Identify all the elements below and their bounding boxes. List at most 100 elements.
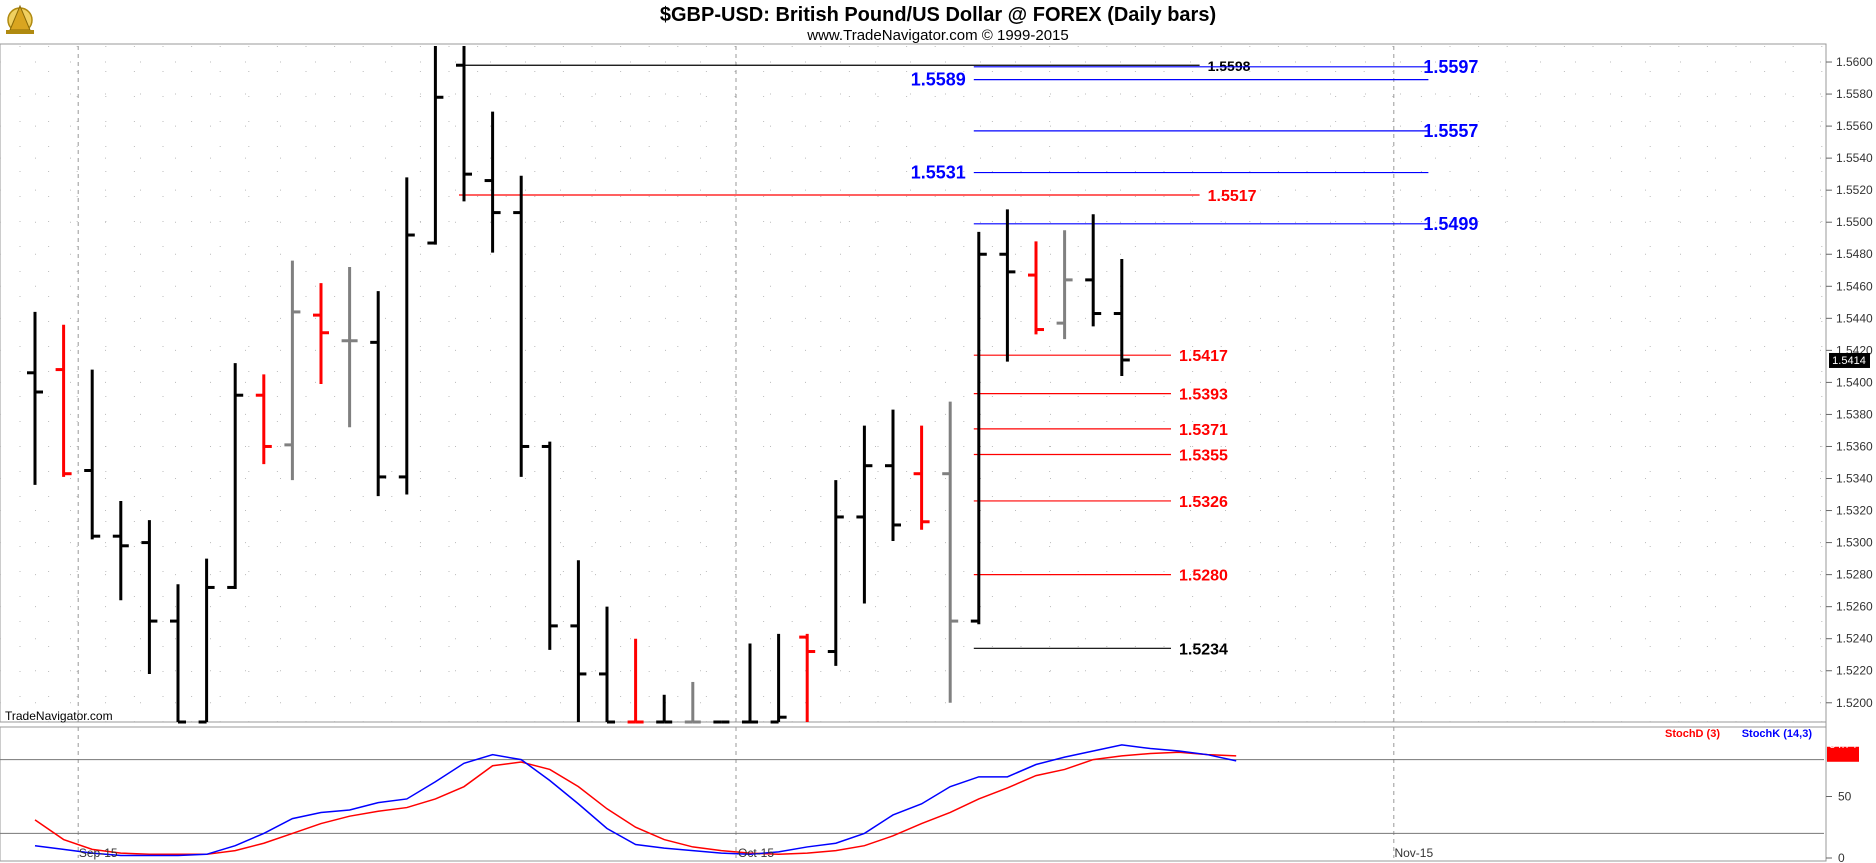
ohlc-bar	[1085, 214, 1102, 327]
price-tick-label: 1.5480	[1836, 247, 1873, 261]
ohlc-bar	[913, 425, 930, 530]
ohlc-bar	[112, 500, 129, 601]
ohlc-bar	[456, 46, 472, 202]
ohlc-bar	[1028, 241, 1044, 335]
stoch-legend: StochD (3) StochK (14,3)	[1665, 728, 1812, 740]
ohlc-bar	[170, 584, 186, 724]
stoch-tick-label: 0	[1838, 851, 1845, 863]
ohlc-bar	[284, 260, 301, 481]
chart-title: $GBP-USD: British Pound/US Dollar @ FORE…	[660, 4, 1216, 26]
price-tick-label: 1.5340	[1836, 472, 1873, 486]
level-label: 1.5393	[1179, 387, 1228, 404]
stoch-series-line	[34, 744, 1237, 857]
ohlc-bar	[541, 441, 558, 650]
ohlc-bar	[84, 369, 101, 540]
watermark: TradeNavigator.com	[5, 709, 113, 723]
ohlc-bar	[856, 425, 873, 604]
legend-stochk: StochK (14,3)	[1742, 728, 1813, 740]
ohlc-bar	[999, 209, 1016, 362]
price-tick-label: 1.5580	[1836, 87, 1873, 101]
ohlc-bar	[227, 363, 244, 590]
level-label: 1.5557	[1423, 121, 1478, 141]
ohlc-bar	[570, 560, 587, 722]
price-tick-label: 1.5380	[1836, 407, 1873, 421]
ohlc-bar	[427, 46, 444, 245]
level-label: 1.5326	[1179, 494, 1228, 511]
ohlc-bar	[313, 283, 329, 384]
price-tick-label: 1.5540	[1836, 151, 1873, 165]
ohlc-bar	[799, 633, 816, 722]
ohlc-bar	[627, 638, 644, 724]
ohlc-bar	[341, 267, 358, 428]
price-axis: 1.5600 1.5580 1.5560 1.5540 1.5520 1.5500 1.54…	[1826, 55, 1873, 710]
price-tick-label: 1.5360	[1836, 439, 1873, 453]
ohlc-bar	[484, 111, 501, 253]
ohlc-bar	[398, 177, 415, 495]
price-bars	[27, 46, 1130, 724]
legend-stochd: StochD (3)	[1665, 728, 1720, 740]
x-tick-label: Oct-15	[738, 846, 774, 860]
ohlc-bar	[742, 643, 758, 724]
ohlc-bar	[885, 409, 901, 541]
stoch-panel-frame	[0, 726, 1827, 862]
level-label: 1.5417	[1179, 348, 1228, 365]
last-price-badge: 1.5414	[1829, 352, 1870, 368]
ohlc-bar	[370, 291, 387, 497]
price-tick-label: 1.5300	[1836, 536, 1873, 550]
level-label: 1.5597	[1423, 57, 1478, 77]
price-tick-label: 1.5460	[1836, 279, 1873, 293]
x-tick-label: Nov-15	[1394, 846, 1433, 860]
level-label: 1.5589	[911, 70, 966, 90]
ohlc-bar	[599, 606, 615, 724]
level-label: 1.5371	[1179, 422, 1228, 439]
ohlc-bar	[770, 633, 787, 724]
x-tick-label: Sep-15	[79, 846, 118, 860]
ohlc-bar	[656, 694, 673, 724]
ohlc-bar	[1113, 259, 1130, 376]
price-tick-label: 1.5400	[1836, 375, 1873, 389]
ohlc-bar	[942, 401, 959, 703]
level-label: 1.5280	[1179, 568, 1228, 585]
price-tick-label: 1.5220	[1836, 664, 1873, 678]
ohlc-bar	[684, 681, 701, 724]
stoch-axis: 50 0	[1826, 790, 1852, 863]
ohlc-bar	[970, 231, 987, 625]
price-tick-label: 1.5560	[1836, 119, 1873, 133]
price-tick-label: 1.5320	[1836, 504, 1873, 518]
x-axis: Sep-15 Oct-15 Nov-15	[79, 846, 1434, 860]
stoch-lines	[34, 744, 1237, 857]
stoch-badge: 84.74	[1827, 739, 1859, 762]
ohlc-bar	[198, 558, 215, 724]
ohlc-bar	[255, 374, 272, 465]
price-tick-label: 1.5280	[1836, 568, 1873, 582]
ohlc-bar	[1056, 230, 1073, 340]
price-tick-label: 1.5520	[1836, 183, 1873, 197]
price-tick-label: 1.5600	[1836, 55, 1873, 69]
grid	[0, 46, 1824, 858]
price-panel-frame	[0, 43, 1827, 723]
header: $GBP-USD: British Pound/US Dollar @ FORE…	[6, 4, 1216, 44]
ohlc-bar	[827, 480, 844, 666]
price-tick-label: 1.5440	[1836, 311, 1873, 325]
level-label: 1.5517	[1208, 188, 1257, 205]
stoch-tick-label: 50	[1838, 790, 1852, 804]
stoch-reference-lines	[0, 759, 1824, 834]
price-levels: 1.5598 1.5597 1.5589 1.5557 1.5531 1.5517 1.54…	[459, 57, 1478, 658]
price-tick-label: 1.5260	[1836, 600, 1873, 614]
level-label: 1.5499	[1423, 214, 1478, 234]
ohlc-bar	[55, 324, 72, 477]
last-price-value: 1.5414	[1832, 355, 1866, 367]
ohlc-bar	[27, 311, 43, 485]
chart-subtitle: www.TradeNavigator.com © 1999-2015	[806, 27, 1068, 44]
level-label: 1.5355	[1179, 447, 1228, 464]
level-label: 1.5598	[1208, 58, 1251, 74]
price-tick-label: 1.5500	[1836, 215, 1873, 229]
stoch-series-line	[34, 751, 1237, 856]
price-tick-label: 1.5200	[1836, 696, 1873, 710]
level-label: 1.5531	[911, 163, 966, 183]
stoch-badge-value: 84.74	[1829, 739, 1857, 751]
ohlc-bar	[513, 175, 530, 477]
price-tick-label: 1.5240	[1836, 632, 1873, 646]
logo-icon	[6, 4, 34, 34]
